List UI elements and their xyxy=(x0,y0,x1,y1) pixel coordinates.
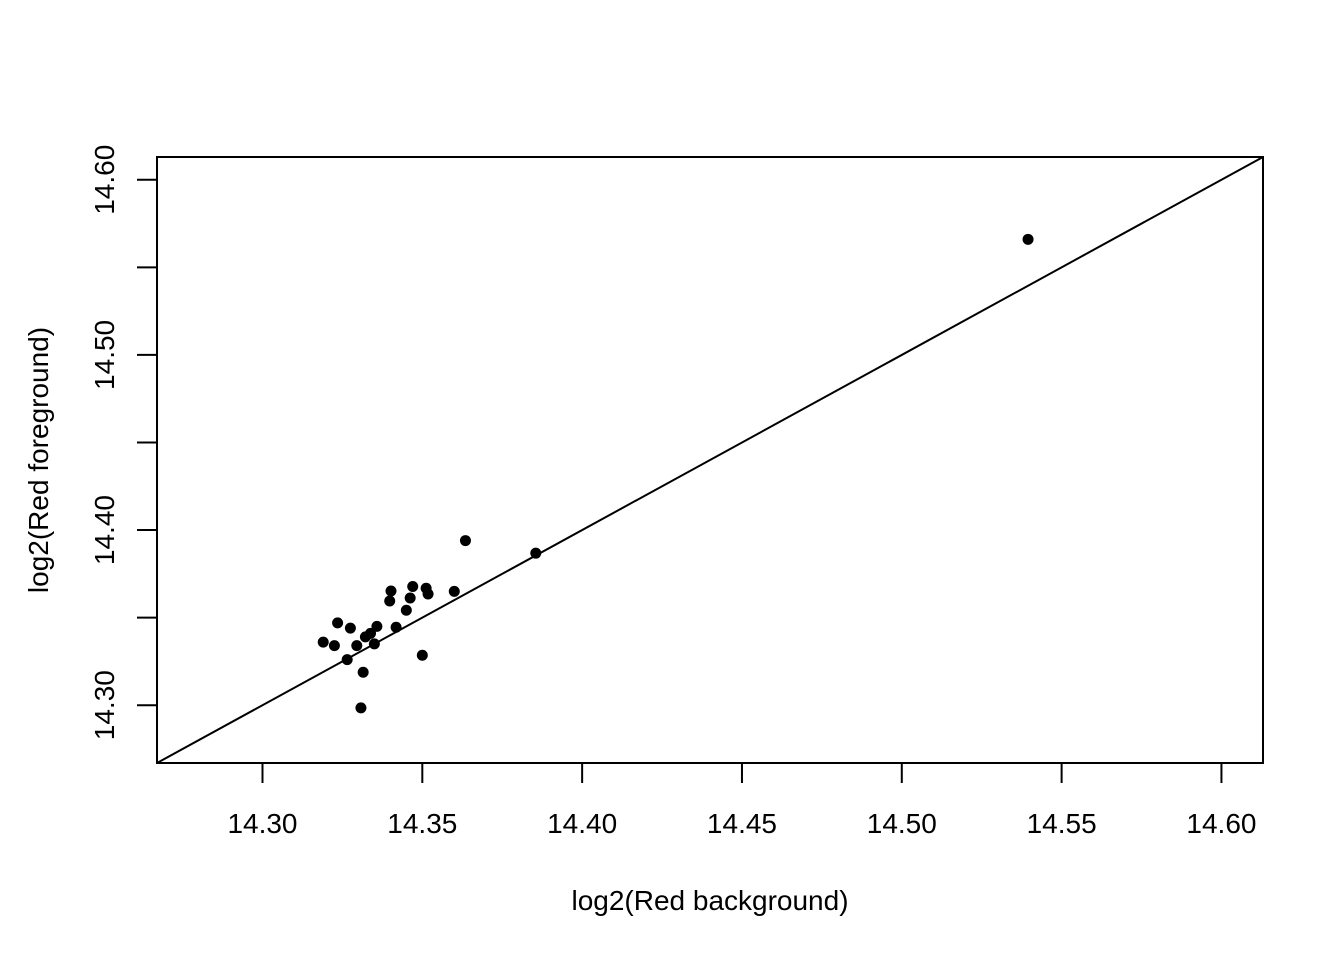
data-point-16 xyxy=(404,592,416,604)
data-point-10 xyxy=(368,638,380,650)
plot-frame xyxy=(156,156,1264,764)
x-tick-label-5: 14.55 xyxy=(1027,808,1097,839)
data-point-6 xyxy=(355,702,367,714)
y-tick-label-2: 14.50 xyxy=(89,320,120,390)
data-point-9 xyxy=(365,627,377,639)
data-point-13 xyxy=(385,585,397,597)
data-point-18 xyxy=(416,649,428,661)
data-point-12 xyxy=(384,595,396,607)
data-point-4 xyxy=(344,622,356,634)
data-point-0 xyxy=(317,636,329,648)
data-point-11 xyxy=(371,620,383,632)
y-axis: 14.30 14.40 14.50 14.60 xyxy=(89,145,157,740)
data-point-23 xyxy=(530,547,542,559)
y-tick-label-3: 14.60 xyxy=(89,145,120,215)
data-point-21 xyxy=(448,585,460,597)
y-tick-label-0: 14.30 xyxy=(89,670,120,740)
data-point-5 xyxy=(351,640,363,652)
data-point-7 xyxy=(357,666,369,678)
identity-line xyxy=(156,156,1264,764)
x-tick-label-1: 14.35 xyxy=(387,808,457,839)
data-point-2 xyxy=(332,617,344,629)
x-tick-label-0: 14.30 xyxy=(227,808,297,839)
data-point-1 xyxy=(328,640,340,652)
points-group xyxy=(317,233,1034,714)
x-axis-title: log2(Red background) xyxy=(571,885,848,916)
data-point-15 xyxy=(400,604,412,616)
data-point-3 xyxy=(341,654,353,666)
x-axis: 14.30 14.35 14.40 14.45 14.50 14.55 14.60 xyxy=(227,763,1256,839)
x-tick-label-6: 14.60 xyxy=(1186,808,1256,839)
data-point-17 xyxy=(407,580,419,592)
y-axis-title: log2(Red foreground) xyxy=(23,327,54,593)
data-point-24 xyxy=(1022,233,1034,245)
data-point-20 xyxy=(422,588,434,600)
x-tick-label-4: 14.50 xyxy=(867,808,937,839)
reference-line-group xyxy=(156,156,1264,764)
y-tick-label-1: 14.40 xyxy=(89,495,120,565)
data-point-14 xyxy=(390,621,402,633)
x-tick-label-3: 14.45 xyxy=(707,808,777,839)
data-point-22 xyxy=(459,535,471,547)
x-tick-label-2: 14.40 xyxy=(547,808,617,839)
